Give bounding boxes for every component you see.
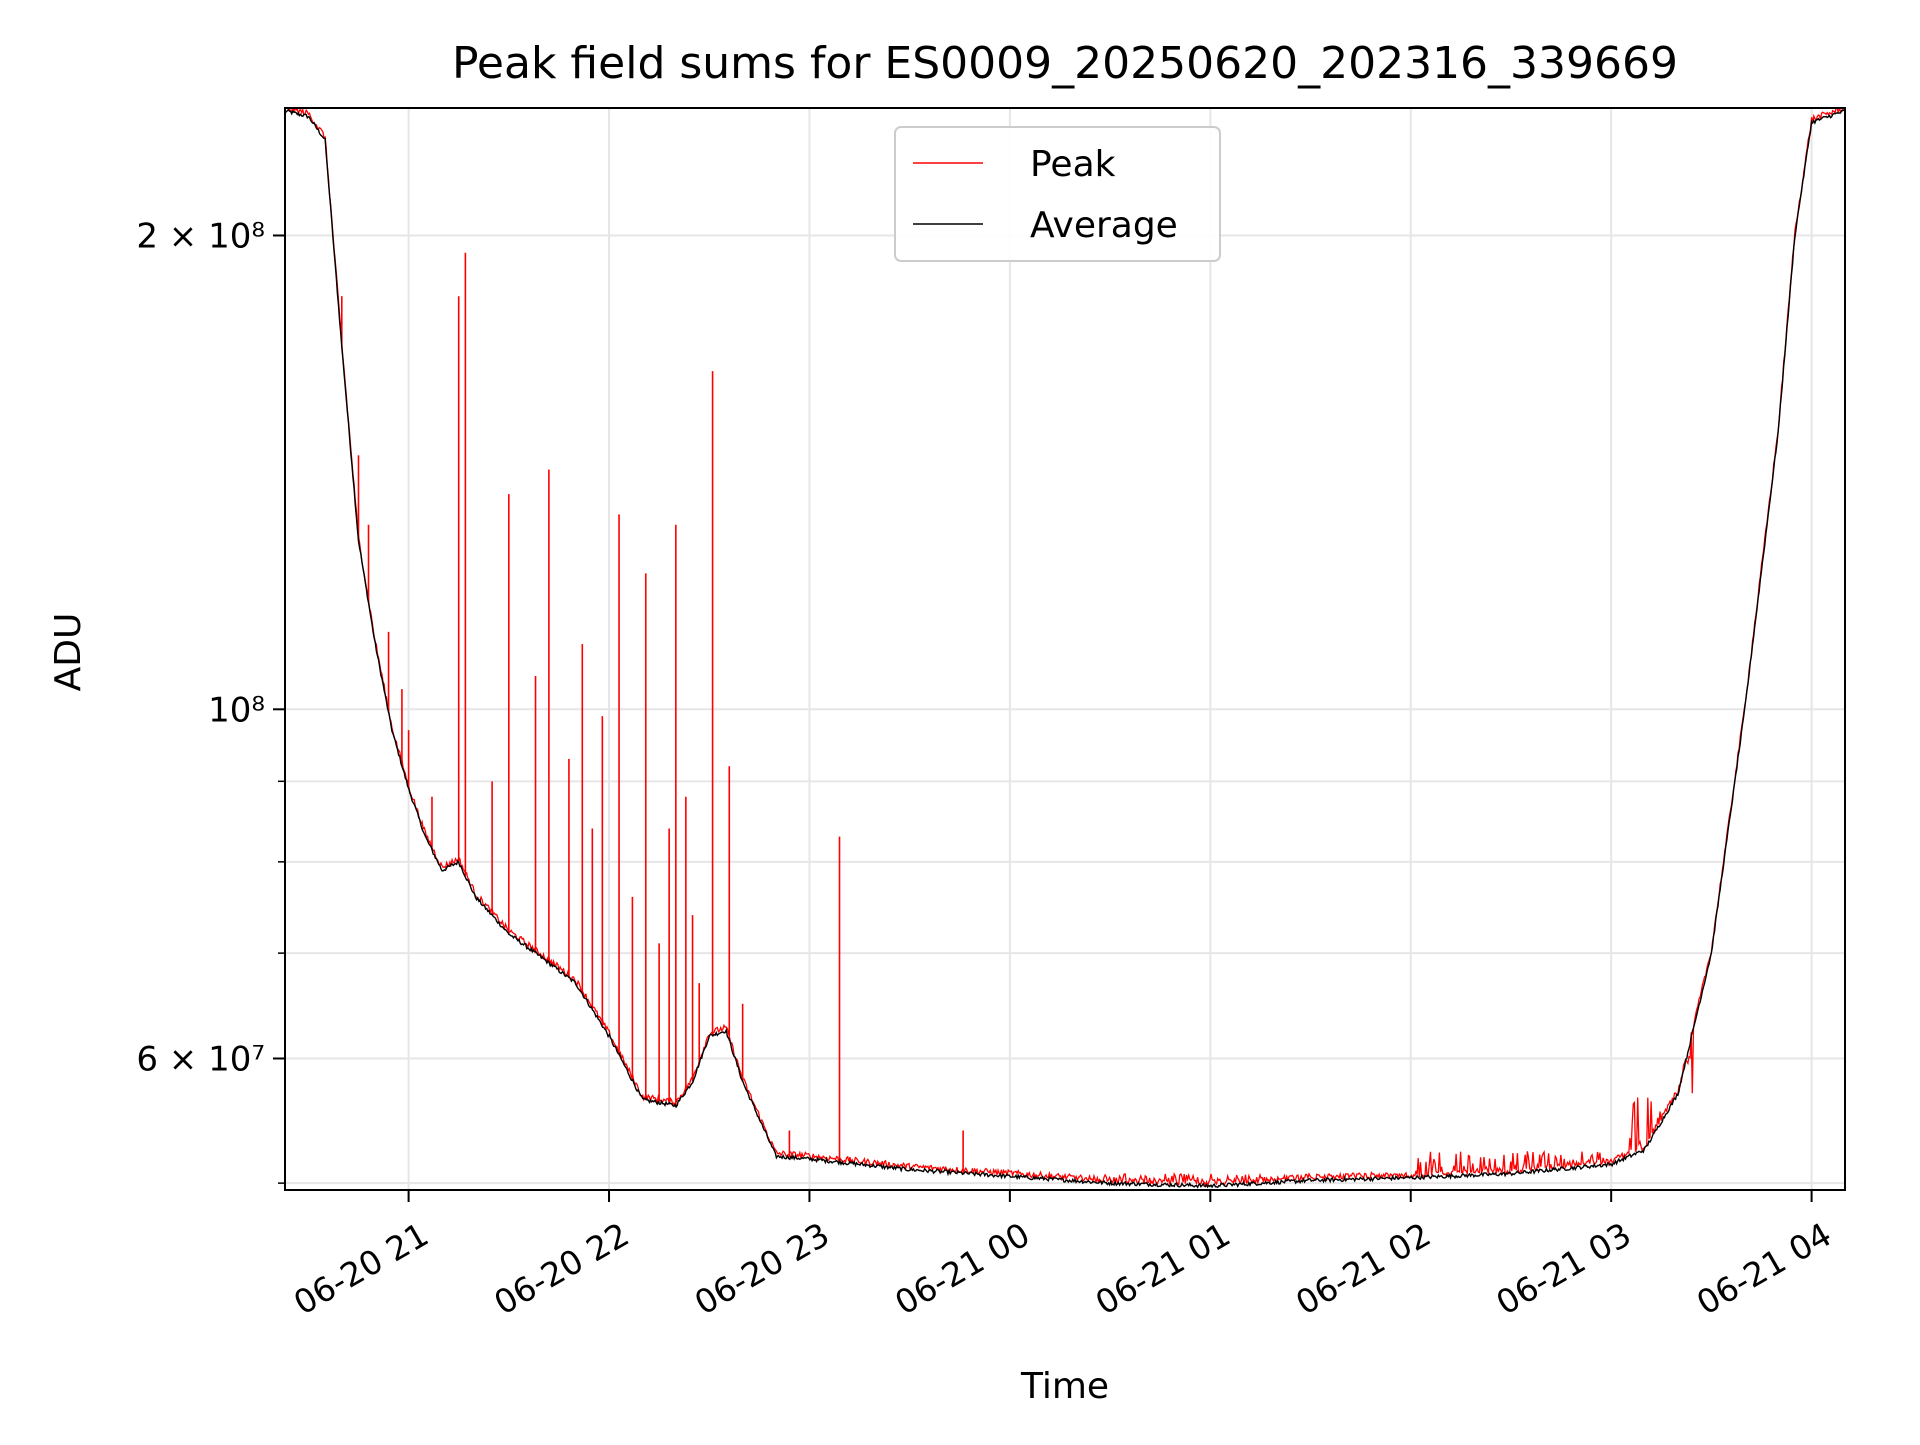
grid-layer [285,108,1845,1190]
legend-label-average: Average [1030,205,1178,246]
average-series-line [285,108,1845,1189]
y-axis-label: ADU [48,613,89,692]
chart-title: Peak field sums for ES0009_20250620_2023… [452,38,1678,89]
y-tick-label: 10⁸ [208,690,265,730]
data-layer [285,108,1845,1189]
plot-frame [284,107,1846,1191]
y-tick-label: 2 × 10⁸ [136,216,265,256]
legend-label-peak: Peak [1030,144,1116,185]
x-axis-label: Time [1020,1366,1109,1407]
y-tick-label: 6 × 10⁷ [136,1039,265,1079]
legend: Peak Average [894,126,1221,262]
peak-spikes [340,252,964,1174]
legend-box [894,126,1221,262]
